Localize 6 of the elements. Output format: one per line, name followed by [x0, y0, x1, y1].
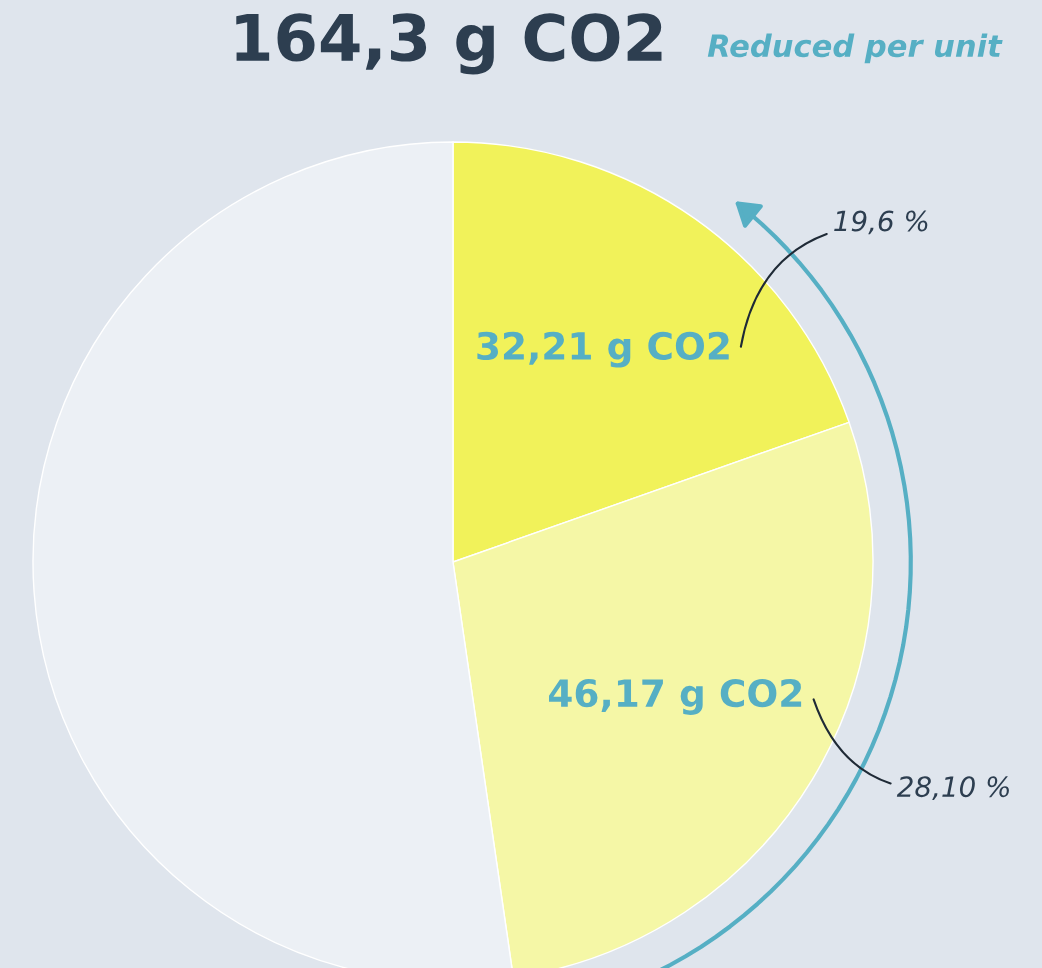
text: 19,6 % — [834, 210, 928, 235]
data-label: 32,21 g CO2 — [477, 331, 729, 368]
data-label: 46,17 g CO2 — [549, 678, 802, 715]
chart-title: 164,3 g CO2 — [236, 13, 662, 75]
text: 28,10 % — [896, 776, 1009, 801]
text: Reduced per unit — [707, 33, 1003, 64]
